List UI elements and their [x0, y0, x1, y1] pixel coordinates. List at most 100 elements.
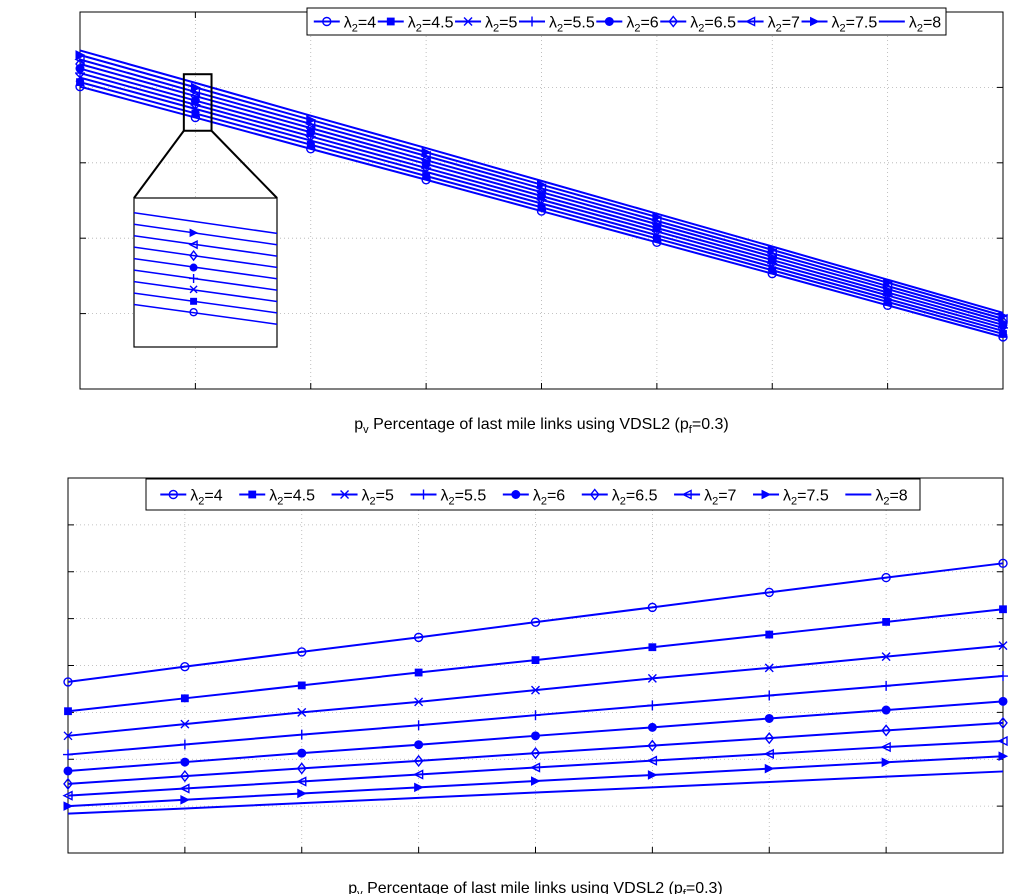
legend-label: λ2=4.5	[269, 488, 315, 508]
data-point	[881, 705, 891, 715]
legend-label: λ2=6	[626, 15, 658, 35]
series-0	[63, 558, 1008, 687]
delay-chart: pv Percentage of last mile links using V…	[62, 477, 1009, 894]
legend-item: λ2=6.5	[660, 15, 736, 35]
zoom-data-point	[190, 297, 198, 305]
zoom-series	[134, 212, 277, 325]
legend-label: λ2=6.5	[690, 15, 736, 35]
legend-marker	[668, 15, 679, 28]
zoom-region-box	[182, 73, 213, 132]
data-point	[881, 652, 891, 662]
data-point	[764, 663, 774, 673]
data-point	[767, 245, 778, 255]
data-point	[531, 776, 541, 786]
data-point	[530, 710, 541, 721]
legend-item: λ2=6	[502, 488, 565, 508]
data-point	[297, 681, 306, 690]
data-point	[998, 716, 1008, 730]
legend-item: λ2=4.5	[377, 15, 454, 35]
zoom-series-line	[134, 292, 277, 314]
legend-item: λ2=7	[674, 488, 737, 508]
data-point	[297, 707, 307, 717]
data-point	[997, 735, 1008, 747]
series-2	[63, 641, 1008, 741]
legend-label: λ2=6.5	[612, 488, 658, 508]
zoom-connector	[210, 130, 278, 199]
data-point	[531, 656, 540, 665]
data-point	[190, 82, 201, 93]
zoom-data-point	[189, 308, 198, 317]
legend-box	[145, 478, 921, 511]
data-point	[63, 801, 74, 811]
zoom-data-point	[189, 249, 198, 262]
legend-item: λ2=8	[845, 488, 908, 508]
data-point	[531, 685, 540, 695]
legend-marker	[340, 490, 350, 499]
data-point	[421, 147, 432, 158]
legend-marker	[168, 489, 178, 500]
data-point	[63, 677, 73, 687]
zoom-data-point	[189, 273, 199, 283]
legend-item: λ2=7.5	[801, 15, 877, 35]
legend-item: λ2=4	[160, 488, 223, 508]
zoom-series-line	[134, 269, 277, 291]
data-point	[763, 748, 774, 759]
legend-item: λ2=7.5	[753, 488, 829, 508]
series-1	[64, 605, 1007, 716]
legend-item: λ2=5.5	[519, 15, 595, 35]
legend-label: λ2=4	[344, 15, 376, 35]
data-point	[764, 690, 775, 701]
series-8	[79, 49, 1004, 314]
legend-label: λ2=6	[533, 488, 565, 508]
data-point	[999, 605, 1007, 614]
series-group	[62, 558, 1009, 815]
series-5	[63, 716, 1008, 790]
capacity-chart: pv Percentage of last mile links using V…	[74, 7, 1009, 436]
series-7	[63, 751, 1009, 811]
data-point	[296, 729, 307, 740]
legend-marker	[527, 16, 538, 27]
data-point	[180, 694, 189, 703]
legend-marker	[386, 17, 395, 26]
data-point	[765, 630, 774, 639]
data-point	[297, 647, 307, 657]
data-point	[647, 739, 658, 752]
legend: λ2=4 λ2=4.5 λ2=5 λ2=5.5 λ2=6 λ2=6.5 λ2=7 λ2=7.5…	[145, 478, 921, 511]
data-point	[62, 790, 73, 801]
data-point	[179, 770, 190, 783]
data-point	[647, 770, 658, 780]
data-point	[63, 766, 73, 776]
data-point	[531, 731, 540, 741]
series-line	[67, 562, 1004, 683]
legend-marker	[589, 488, 600, 501]
data-point	[764, 732, 775, 745]
zoom-series-line	[134, 212, 277, 235]
legend-item: λ2=6.5	[581, 488, 658, 508]
legend-marker	[511, 490, 521, 499]
data-point	[647, 700, 658, 711]
data-point	[179, 783, 190, 794]
legend-marker	[248, 490, 257, 499]
zoom-inset	[133, 73, 278, 348]
legend-marker	[810, 16, 820, 27]
legend-marker	[745, 16, 756, 27]
data-point	[180, 794, 190, 805]
series-group	[74, 49, 1009, 342]
data-point	[296, 776, 307, 787]
data-point	[998, 558, 1008, 569]
data-point	[647, 602, 658, 613]
data-point	[530, 617, 541, 627]
zoom-series-line	[134, 234, 277, 257]
data-point	[306, 115, 316, 125]
series-3	[63, 671, 1008, 760]
data-point	[881, 724, 892, 737]
data-point	[190, 89, 201, 103]
data-point	[529, 762, 541, 773]
legend-item: λ2=5	[331, 488, 394, 508]
legend-marker	[681, 489, 692, 500]
data-point	[180, 661, 190, 672]
legend-box	[306, 7, 947, 36]
legend-marker	[463, 17, 473, 26]
data-point	[998, 671, 1008, 682]
data-point	[998, 751, 1009, 762]
